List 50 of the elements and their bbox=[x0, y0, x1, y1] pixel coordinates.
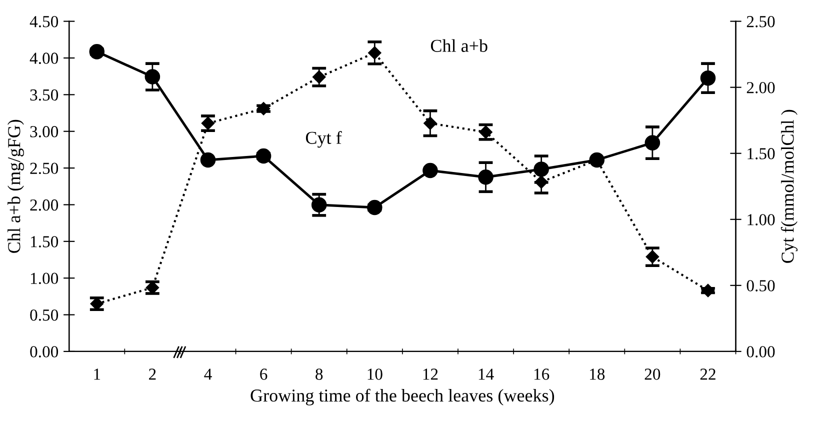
point bbox=[646, 250, 660, 264]
y-tick-label: 2.00 bbox=[30, 199, 58, 211]
point bbox=[367, 200, 382, 216]
x-tick-label: 14 bbox=[478, 368, 494, 380]
y-tick-label: 0.00 bbox=[30, 346, 58, 358]
y-tick-label: 3.50 bbox=[30, 89, 58, 101]
point bbox=[424, 116, 437, 130]
y2-tick-label: 0.50 bbox=[746, 280, 775, 292]
x-tick-label: 10 bbox=[368, 368, 382, 380]
x-tick-label: 4 bbox=[204, 368, 212, 380]
point bbox=[534, 162, 549, 177]
point bbox=[256, 102, 270, 116]
point bbox=[701, 284, 715, 298]
x-tick-label: 6 bbox=[260, 368, 268, 380]
series-label: Cyt f bbox=[306, 131, 342, 148]
x-tick-label: 2 bbox=[149, 368, 156, 380]
point bbox=[422, 162, 438, 178]
point bbox=[311, 197, 327, 213]
x-axis-title: Growing time of the beech leaves (weeks) bbox=[250, 388, 554, 406]
y-tick-label: 2.50 bbox=[30, 162, 58, 174]
point bbox=[368, 46, 382, 60]
x-tick-label: 20 bbox=[644, 368, 660, 380]
x-tick-label: 18 bbox=[590, 368, 605, 380]
y-tick-label: 1.50 bbox=[30, 236, 58, 248]
y-tick-label: 3.00 bbox=[30, 126, 58, 138]
y-tick-label: 0.50 bbox=[30, 309, 58, 321]
x-tick-label: 12 bbox=[423, 368, 438, 380]
x-tick-label: 8 bbox=[316, 368, 323, 380]
point bbox=[89, 44, 105, 60]
y2-tick-label: 1.50 bbox=[748, 148, 775, 160]
y2-tick-label: 0.00 bbox=[746, 346, 775, 358]
point bbox=[256, 148, 272, 164]
y-tick-label: 1.00 bbox=[30, 272, 58, 284]
x-tick-label: 16 bbox=[534, 368, 550, 380]
point bbox=[644, 135, 660, 150]
x-tick-label: 22 bbox=[700, 368, 716, 380]
y2-tick-label: 2.50 bbox=[746, 16, 775, 28]
point bbox=[478, 169, 494, 185]
y2-axis-title: Cyt f(mmol/molChl ) bbox=[780, 110, 798, 263]
x-tick-label: 1 bbox=[94, 368, 100, 380]
point bbox=[144, 69, 160, 84]
y-tick-label: 4.00 bbox=[30, 52, 58, 64]
y-tick-label: 4.50 bbox=[30, 16, 58, 28]
y2-tick-label: 2.00 bbox=[746, 82, 775, 94]
text: Chl a+b bbox=[430, 39, 488, 52]
y2-tick-label: 1.00 bbox=[748, 214, 775, 226]
y-axis-title: Chl a+b (mg/gFG) bbox=[8, 120, 24, 253]
point bbox=[700, 70, 716, 86]
point bbox=[200, 152, 216, 168]
point bbox=[312, 70, 326, 84]
